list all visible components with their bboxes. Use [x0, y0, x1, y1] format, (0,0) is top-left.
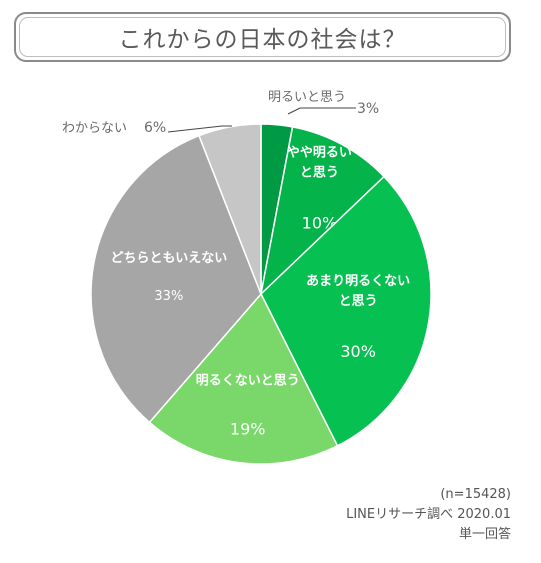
slice-label-text: どちらともいえない — [110, 251, 227, 266]
leader-line-0 — [287, 107, 356, 115]
chart-title-box: これからの日本の社会は？ — [14, 12, 511, 62]
answer-type: 単一回答 — [458, 527, 511, 542]
slice-percent: 30% — [340, 342, 376, 361]
slice-label-4: どちらともいえない 33% — [110, 251, 227, 304]
slice-label-text: と思う — [339, 294, 378, 309]
source-note: LINEリサーチ調べ 2020.01 — [346, 507, 511, 522]
pie-slice-4 — [90, 134, 262, 424]
pie-slice-2 — [260, 175, 432, 447]
slice-percent-5: 6% — [144, 120, 166, 136]
slice-label-text: やや明るい — [287, 145, 352, 160]
sample-size: (n=15428) — [440, 487, 511, 502]
chart-footer: (n=15428) LINEリサーチ調べ 2020.01 単一回答 — [346, 485, 511, 545]
slice-label-3: 明るくないと思う 19% — [196, 373, 300, 438]
slice-label-text: あまり明るくない — [306, 274, 410, 289]
slice-label-text: 明るくないと思う — [196, 373, 300, 388]
slice-percent-0: 3% — [357, 101, 379, 117]
slice-percent: 10% — [302, 213, 338, 232]
slice-label-0: 明るいと思う — [268, 90, 346, 105]
slice-label-text: と思う — [300, 165, 339, 180]
slice-label-5: わからない — [62, 121, 127, 136]
slice-percent: 33% — [154, 289, 183, 304]
pie-slice-1 — [259, 126, 386, 297]
pie-slice-3 — [148, 292, 339, 465]
slice-percent: 19% — [230, 419, 266, 438]
pie-slice-5 — [198, 123, 262, 295]
leader-line-5 — [167, 125, 232, 133]
